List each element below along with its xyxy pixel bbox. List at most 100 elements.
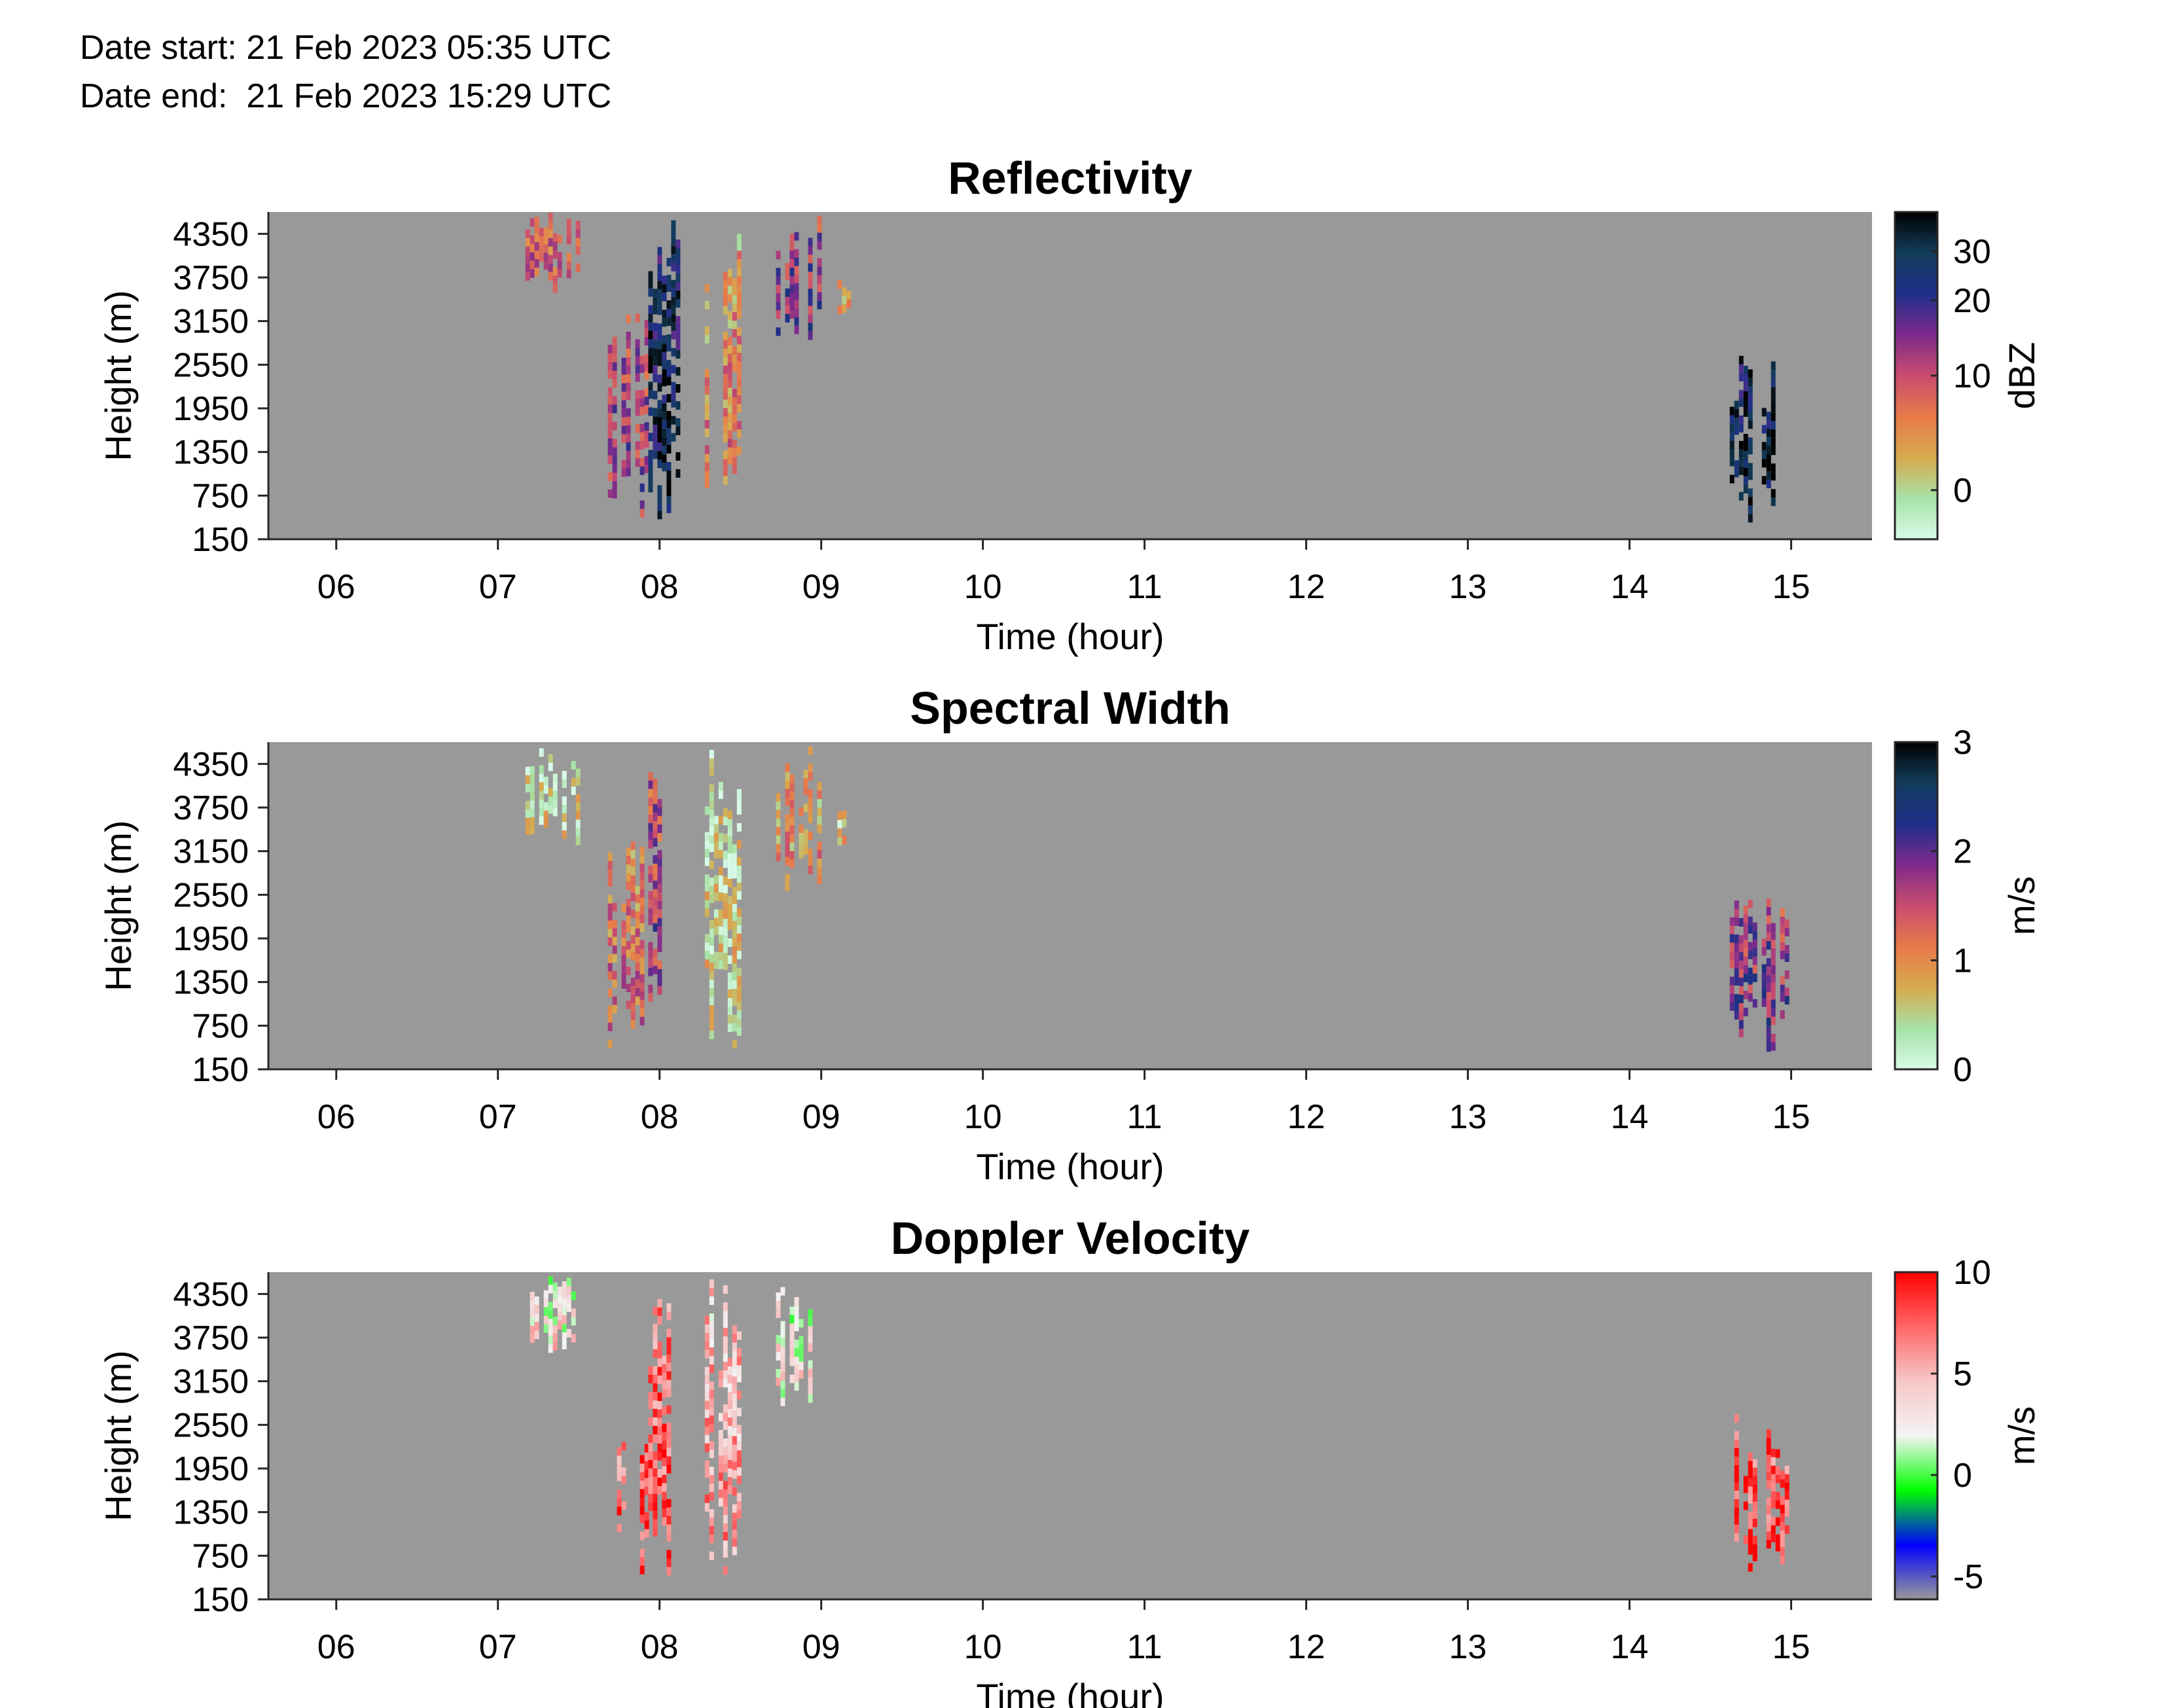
echo-cell (1748, 899, 1753, 908)
echo-cell (1784, 1491, 1790, 1500)
panel-title: Spectral Width (910, 683, 1230, 734)
echo-cell (794, 308, 799, 317)
echo-cell (626, 433, 631, 442)
echo-cell (736, 882, 742, 891)
echo-cell (1743, 939, 1748, 948)
echo-cell (732, 938, 737, 947)
echo-cell (653, 1476, 658, 1486)
echo-cell (709, 1031, 714, 1039)
echo-cell (648, 330, 653, 340)
echo-cell (639, 1506, 645, 1515)
echo-cell (1775, 1491, 1780, 1501)
echo-cell (732, 363, 737, 372)
echo-cell (727, 396, 732, 405)
echo-cell (539, 808, 544, 817)
echo-cell (780, 1397, 785, 1406)
echo-cell (530, 783, 535, 792)
echo-cell (662, 1508, 667, 1518)
echo-cell (626, 314, 631, 323)
echo-cell (727, 819, 732, 828)
echo-cell (621, 920, 626, 929)
echo-cell (1748, 1512, 1753, 1521)
echo-cell (1766, 1480, 1771, 1489)
echo-cell (709, 1492, 714, 1501)
colorbar-tick-label: 3 (1953, 724, 1972, 762)
echo-cell (607, 361, 613, 370)
echo-cell (548, 263, 553, 272)
echo-cell (808, 1368, 813, 1378)
echo-cell (657, 298, 662, 307)
echo-cell (617, 1498, 622, 1507)
echo-cell (648, 1417, 653, 1426)
echo-cell (723, 433, 728, 442)
echo-cell (1780, 916, 1785, 925)
echo-cell (639, 389, 645, 399)
echo-cell (727, 421, 732, 431)
echo-cell (1748, 1461, 1753, 1470)
echo-cell (666, 334, 672, 343)
echo-cell (648, 1451, 653, 1460)
echo-cell (557, 1287, 562, 1296)
echo-cell (1784, 945, 1790, 953)
y-tick-label: 2550 (173, 346, 249, 384)
echo-region (648, 1298, 672, 1576)
echo-cell (709, 937, 714, 946)
echo-cell (1743, 383, 1748, 391)
echo-cell (1771, 1033, 1776, 1042)
echo-cell (723, 817, 728, 826)
echo-cell (612, 379, 617, 388)
echo-cell (525, 238, 530, 247)
echo-cell (657, 332, 662, 341)
echo-cell (723, 476, 728, 485)
echo-cell (657, 1426, 662, 1435)
echo-cell (1743, 1535, 1748, 1544)
echo-cell (675, 418, 681, 427)
echo-cell (789, 800, 795, 809)
echo-cell (736, 1442, 742, 1451)
echo-cell (732, 1538, 737, 1547)
echo-cell (1748, 471, 1753, 480)
echo-cell (713, 849, 719, 859)
echo-cell (653, 855, 658, 864)
echo-cell (543, 1298, 549, 1308)
echo-cell (607, 963, 613, 972)
echo-cell (1748, 950, 1753, 959)
echo-cell (808, 1326, 813, 1335)
echo-cell (1771, 1016, 1776, 1025)
echo-cell (557, 235, 562, 244)
echo-cell (1766, 958, 1771, 967)
echo-cell (1766, 454, 1771, 463)
echo-cell (548, 1319, 553, 1328)
echo-cell (1784, 1499, 1790, 1508)
echo-cell (727, 904, 732, 913)
echo-cell (657, 1477, 662, 1486)
echo-cell (657, 451, 662, 460)
echo-cell (1734, 1465, 1739, 1474)
echo-cell (543, 1324, 549, 1333)
echo-cell (639, 923, 645, 932)
echo-cell (709, 801, 714, 810)
echo-cell (648, 475, 653, 484)
echo-cell (548, 212, 553, 221)
echo-cell (621, 946, 626, 955)
echo-cell (662, 403, 667, 412)
echo-cell (1748, 514, 1753, 523)
echo-cell (635, 313, 640, 323)
echo-cell (785, 789, 790, 798)
echo-cell (662, 1517, 667, 1526)
echo-cell (1780, 1556, 1785, 1565)
echo-cell (723, 944, 728, 953)
echo-cell (1743, 374, 1748, 383)
echo-cell (718, 1455, 723, 1465)
echo-cell (575, 221, 581, 230)
echo-cell (1738, 449, 1744, 458)
echo-cell (657, 349, 662, 358)
echo-region (704, 1279, 742, 1575)
echo-cell (653, 1391, 658, 1400)
echo-cell (644, 397, 649, 406)
echo-cell (789, 783, 795, 792)
echo-cell (607, 1022, 613, 1031)
echo-cell (675, 291, 681, 299)
echo-cell (789, 242, 795, 251)
echo-cell (799, 1344, 804, 1353)
